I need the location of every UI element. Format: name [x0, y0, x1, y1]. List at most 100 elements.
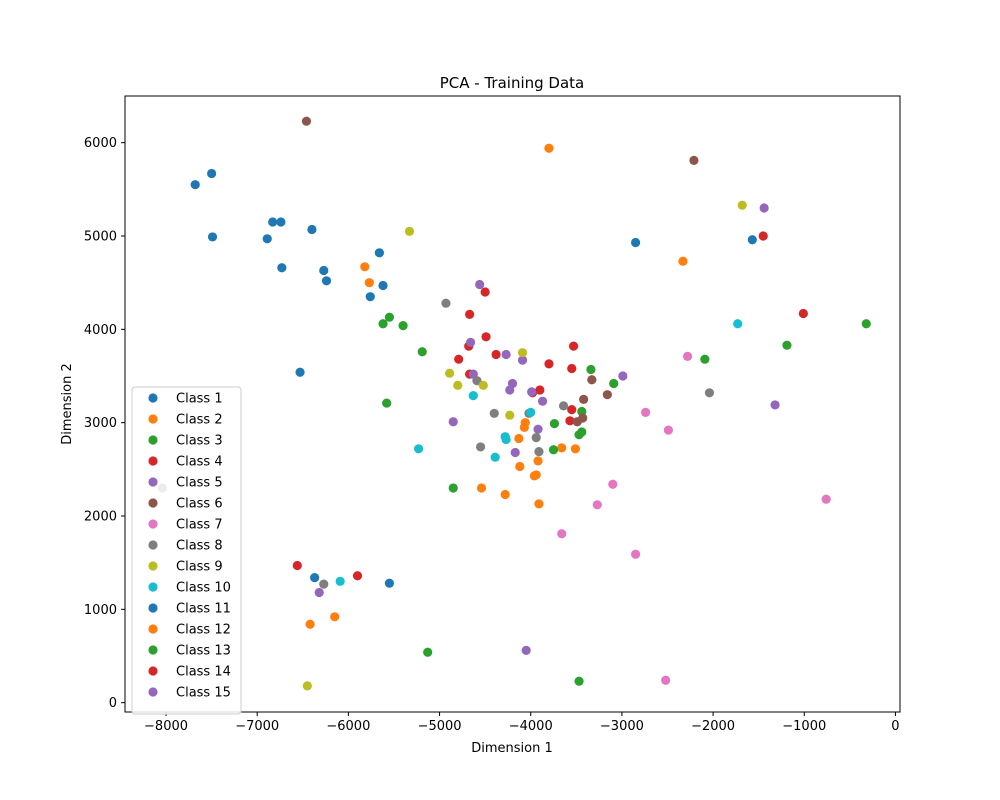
- point-class-8-6: [531, 433, 541, 443]
- y-axis-label: Dimension 2: [60, 363, 75, 445]
- point-class-13-2: [574, 676, 584, 686]
- legend-label: Class 5: [176, 476, 223, 491]
- x-tick-label: −4000: [509, 719, 553, 734]
- point-class-7-5: [592, 500, 602, 510]
- legend-marker: [148, 435, 158, 445]
- legend-marker: [148, 540, 158, 550]
- point-class-8-3: [489, 408, 499, 418]
- y-tick-label: 4000: [84, 323, 117, 338]
- legend-marker: [148, 393, 158, 403]
- point-class-4-14: [565, 416, 575, 426]
- point-class-1-9: [319, 265, 329, 276]
- x-axis-label: Dimension 1: [471, 741, 553, 756]
- point-class-5-6: [505, 385, 515, 395]
- point-class-4-11: [535, 385, 545, 395]
- point-class-7-7: [630, 549, 641, 559]
- point-class-4-16: [798, 308, 808, 319]
- point-class-6-5: [602, 390, 612, 400]
- point-class-10-2: [526, 407, 536, 417]
- point-class-9-3: [444, 368, 455, 378]
- point-class-2-11: [529, 471, 539, 481]
- point-class-7-6: [557, 529, 567, 539]
- point-class-3-6: [448, 483, 458, 493]
- point-class-9-4: [453, 380, 463, 390]
- point-class-5-11: [618, 371, 628, 381]
- point-class-1-10: [321, 276, 332, 286]
- legend-marker: [148, 498, 158, 508]
- x-tick-label: −3000: [600, 719, 644, 734]
- legend-label: Class 6: [176, 497, 223, 512]
- point-class-5-4: [517, 355, 528, 365]
- x-tick-label: −2000: [691, 719, 735, 734]
- x-tick-label: 0: [891, 719, 899, 734]
- legend-label: Class 7: [176, 518, 223, 533]
- y-tick-label: 1000: [84, 603, 117, 618]
- legend-label: Class 2: [176, 413, 223, 428]
- point-class-3-5: [382, 398, 392, 408]
- point-class-11-2: [384, 578, 395, 588]
- legend-label: Class 4: [176, 455, 223, 470]
- legend-marker: [148, 666, 158, 676]
- point-class-4-8: [544, 359, 554, 369]
- point-class-1-2: [207, 168, 217, 179]
- point-class-1-13: [378, 280, 388, 291]
- point-class-10-1: [468, 391, 478, 401]
- legend-marker: [148, 582, 158, 592]
- point-class-4-13: [567, 405, 577, 415]
- point-class-7-8: [821, 494, 831, 504]
- point-class-1-4: [262, 234, 272, 244]
- point-class-2-12: [534, 499, 544, 509]
- point-class-3-7: [586, 364, 596, 375]
- legend-label: Class 13: [176, 644, 231, 659]
- x-tick-label: −8000: [144, 719, 188, 734]
- point-class-5-9: [533, 424, 543, 434]
- legend-label: Class 9: [176, 560, 223, 575]
- point-class-1-7: [277, 263, 287, 273]
- y-tick-label: 0: [109, 696, 117, 711]
- legend-label: Class 15: [176, 686, 231, 701]
- point-class-5-3: [501, 349, 511, 360]
- legend-label: Class 11: [176, 602, 231, 617]
- legend-marker: [148, 519, 158, 529]
- y-tick-label: 2000: [84, 510, 117, 525]
- legend-box: [131, 386, 242, 715]
- point-class-2-16: [570, 444, 581, 454]
- point-class-12-2: [305, 619, 315, 629]
- point-class-9-2: [737, 200, 747, 210]
- legend-label: Class 12: [176, 623, 231, 638]
- point-class-8-2: [472, 376, 482, 386]
- point-class-10-8: [733, 319, 743, 329]
- point-class-5-2: [465, 337, 476, 347]
- point-class-1-12: [374, 248, 384, 258]
- point-class-3-4: [417, 347, 427, 357]
- point-class-2-7: [514, 433, 524, 444]
- point-class-9-5: [478, 380, 488, 390]
- point-class-4-9: [568, 341, 579, 351]
- point-class-2-15: [557, 443, 567, 453]
- point-class-3-10: [700, 354, 710, 364]
- point-class-3-1: [378, 319, 388, 329]
- y-tick-label: 3000: [84, 416, 117, 431]
- point-class-9-1: [404, 226, 415, 236]
- point-class-1-8: [307, 224, 317, 235]
- point-class-8-1: [441, 298, 451, 308]
- legend-label: Class 14: [176, 665, 231, 680]
- point-class-4-2: [480, 287, 490, 297]
- point-class-1-5: [268, 217, 278, 227]
- point-class-10-4: [501, 434, 511, 445]
- point-class-7-4: [608, 479, 618, 489]
- point-class-2-1: [544, 143, 554, 153]
- y-tick-label: 6000: [84, 136, 117, 151]
- point-class-1-11: [365, 292, 375, 302]
- point-class-4-6: [491, 349, 501, 360]
- legend-label: Class 10: [176, 581, 231, 596]
- point-class-10-5: [490, 452, 500, 462]
- point-class-8-9: [704, 388, 715, 398]
- legend-marker: [148, 624, 158, 634]
- point-class-4-3: [481, 332, 491, 342]
- legend-marker: [148, 645, 158, 655]
- legend: Class 1 Class 2 Class 3 Class 4 Class 5 Class…: [131, 386, 242, 715]
- point-class-10-7: [335, 576, 345, 586]
- point-class-2-9: [533, 456, 543, 466]
